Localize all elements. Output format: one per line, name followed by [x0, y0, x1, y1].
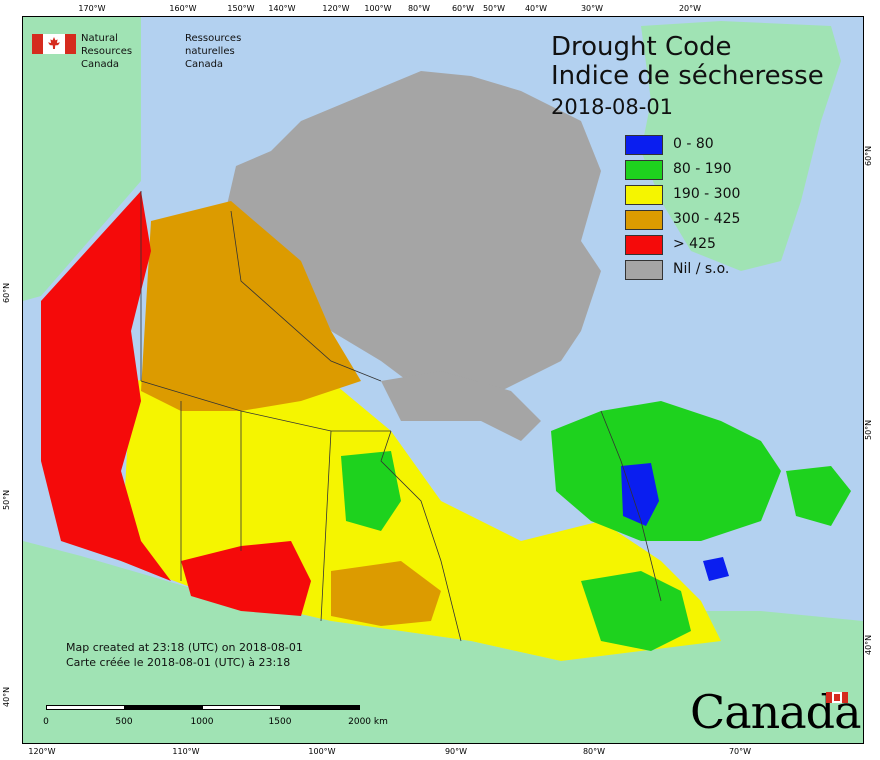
legend-label: 0 - 80 — [673, 136, 714, 152]
tick-left-60n: 60°N — [2, 282, 11, 303]
legend-swatch — [625, 235, 663, 255]
tick-top-120w: 120°W — [322, 4, 350, 13]
quebec-south-green — [581, 571, 691, 651]
tick-top-80w: 80°W — [407, 4, 431, 13]
title-en: Drought Code — [551, 32, 732, 62]
tick-top-100w: 100°W — [364, 4, 392, 13]
scale-label: 1500 — [268, 717, 292, 727]
newfoundland-green — [786, 466, 851, 526]
legend-label: 300 - 425 — [673, 211, 741, 227]
tick-top-140w: 140°W — [268, 4, 296, 13]
map-title: Drought Code Indice de sécheresse — [551, 33, 824, 91]
tick-top-50w: 50°W — [482, 4, 506, 13]
map-date: 2018-08-01 — [551, 95, 674, 119]
agency-en-line2: Canada — [81, 59, 120, 70]
tick-left-40n: 40°N — [2, 686, 11, 707]
agency-en-line1: Natural Resources — [81, 33, 133, 57]
tick-bottom-110w: 110°W — [172, 747, 200, 756]
tick-top-150w: 150°W — [227, 4, 255, 13]
quebec-green — [551, 401, 781, 541]
legend-swatch — [625, 260, 663, 280]
scale-label: 0 — [43, 717, 49, 727]
tick-right-40n: 40°N — [864, 634, 873, 655]
tick-bottom-90w: 90°W — [444, 747, 468, 756]
tick-right-60n: 60°N — [864, 145, 873, 166]
scale-label: 2000 km — [348, 717, 388, 727]
legend-swatch — [625, 185, 663, 205]
west-red — [41, 191, 171, 581]
agency-fr-line2: Canada — [185, 59, 224, 70]
provincial-boundaries — [140, 191, 662, 642]
tick-bottom-120w: 120°W — [28, 747, 56, 756]
north-orange — [141, 201, 361, 411]
scale-label: 1000 — [190, 717, 214, 727]
quebec-blue — [621, 463, 659, 526]
legend-label: > 425 — [673, 236, 716, 252]
legend-label: Nil / s.o. — [673, 261, 730, 277]
tick-top-170w: 170°W — [78, 4, 106, 13]
tick-right-50n: 50°N — [864, 419, 873, 440]
tick-top-60w: 60°W — [451, 4, 475, 13]
maple-leaf-icon — [48, 37, 60, 49]
tick-bottom-100w: 100°W — [308, 747, 336, 756]
legend-swatch — [625, 160, 663, 180]
usa-land — [23, 541, 863, 743]
creation-note-en: Map created at 23:18 (UTC) on 2018-08-01 — [66, 641, 303, 654]
tick-top-30w: 30°W — [580, 4, 604, 13]
map-frame — [22, 16, 864, 744]
canada-flag-icon — [32, 34, 76, 54]
greenland-land — [641, 21, 841, 271]
ontario-orange — [331, 561, 441, 626]
tick-bottom-80w: 80°W — [582, 747, 606, 756]
tick-top-20w: 20°W — [678, 4, 702, 13]
alaska-land — [23, 17, 141, 301]
scale-bar: 0 500 1000 1500 2000 km — [43, 705, 388, 727]
wordmark-flag-icon — [826, 692, 848, 703]
agency-name-en: Natural Resources Canada — [81, 32, 132, 71]
tick-top-160w: 160°W — [169, 4, 197, 13]
scale-label: 500 — [115, 717, 133, 727]
scale-segment — [280, 705, 360, 710]
scale-segment — [46, 705, 125, 710]
map-canvas — [23, 17, 863, 743]
manitoba-green — [341, 451, 401, 531]
legend-swatch — [625, 210, 663, 230]
scale-segment — [202, 705, 281, 710]
hudson-bay-nil — [381, 371, 541, 441]
tick-top-40w: 40°W — [524, 4, 548, 13]
legend-swatch — [625, 135, 663, 155]
legend-label: 80 - 190 — [673, 161, 732, 177]
prairie-red — [181, 541, 311, 616]
creation-note-fr: Carte créée le 2018-08-01 (UTC) à 23:18 — [66, 656, 291, 669]
legend-label: 190 - 300 — [673, 186, 741, 202]
title-fr: Indice de sécheresse — [551, 61, 824, 91]
creation-note: Map created at 23:18 (UTC) on 2018-08-01… — [66, 640, 303, 670]
tick-left-50n: 50°N — [2, 489, 11, 510]
scale-segment — [124, 705, 203, 710]
agency-name-fr: Ressources naturelles Canada — [185, 32, 241, 71]
tick-bottom-70w: 70°W — [728, 747, 752, 756]
agency-fr-line1: Ressources naturelles — [185, 33, 242, 57]
